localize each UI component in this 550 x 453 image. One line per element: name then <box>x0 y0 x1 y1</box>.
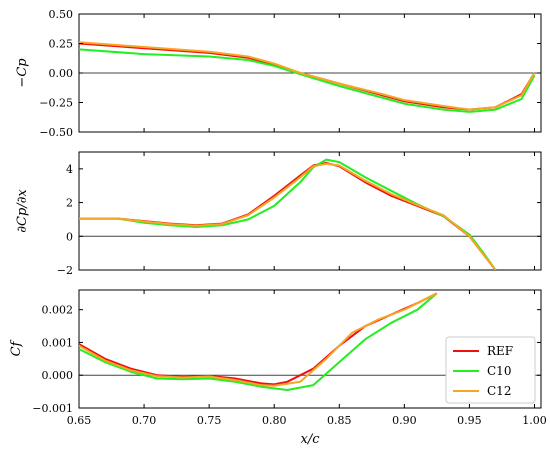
panel-dcpdx-frame <box>78 151 542 271</box>
x-tick-label: 0.95 <box>457 414 482 427</box>
y-tick-label: −0.25 <box>39 97 73 110</box>
series-line-ref <box>79 162 497 270</box>
series-line-c12 <box>79 162 497 270</box>
panel-dcpdx-series <box>79 158 497 270</box>
panel-cp-y-ticks: 0.50 0.25 0.00 −0.25 −0.50 <box>39 8 541 139</box>
y-tick-label: 4 <box>66 163 73 176</box>
panel-cf-y-ticks: 0.002 0.001 0.000 −0.001 <box>32 304 541 415</box>
series-line-c10 <box>79 48 536 113</box>
x-tick-label: 1.00 <box>522 414 547 427</box>
y-tick-label: 0 <box>66 230 73 243</box>
x-tick-label: 0.75 <box>197 414 222 427</box>
series-line-c12 <box>79 292 438 387</box>
panel-cf-series <box>79 292 438 391</box>
panel-dcpdx-y-ticks: 4 2 0 −2 <box>57 163 541 277</box>
series-line-c12 <box>79 41 536 111</box>
x-tick-label: 0.85 <box>327 414 352 427</box>
series-line-c10 <box>79 292 438 391</box>
panel-cf-x-ticks: 0.65 0.70 0.75 0.80 0.85 0.90 0.95 1.00 <box>67 290 547 427</box>
x-tick-label: 0.80 <box>262 414 287 427</box>
legend-box <box>445 336 536 404</box>
y-tick-label: 0.50 <box>49 8 74 21</box>
panel-cp-ylabel: −Cp <box>15 58 30 88</box>
legend: REF C10 C12 <box>445 336 536 404</box>
x-axis-label: x/c <box>301 432 321 447</box>
y-tick-label: 0.25 <box>49 38 74 51</box>
y-tick-label: 0.002 <box>42 304 74 317</box>
legend-label-c10: C10 <box>487 364 511 378</box>
y-tick-label: −2 <box>57 264 73 277</box>
series-line-c10 <box>79 158 497 270</box>
panel-cf-ylabel: Cf <box>9 339 24 356</box>
legend-label-ref: REF <box>487 344 513 358</box>
panel-dcpdx: 4 2 0 −2 ∂Cp/∂x <box>15 151 542 277</box>
x-tick-label: 0.70 <box>132 414 157 427</box>
legend-entries: REF C10 C12 <box>453 344 513 398</box>
y-tick-label: 0.001 <box>42 336 74 349</box>
x-tick-label: 0.65 <box>67 414 92 427</box>
x-tick-label: 0.90 <box>392 414 417 427</box>
panel-cp-x-ticks <box>78 14 535 132</box>
panel-dcpdx-x-ticks <box>78 152 535 270</box>
legend-label-c12: C12 <box>487 384 511 398</box>
panel-dcpdx-ylabel: ∂Cp/∂x <box>15 189 30 233</box>
y-tick-label: −0.001 <box>32 402 73 415</box>
y-tick-label: 0.000 <box>42 369 74 382</box>
panel-cp: 0.50 0.25 0.00 −0.25 −0.50 −Cp <box>15 8 542 139</box>
y-tick-label: 0.00 <box>49 67 74 80</box>
y-tick-label: −0.50 <box>39 126 73 139</box>
y-tick-label: 2 <box>66 197 73 210</box>
panel-cp-series <box>79 41 536 113</box>
